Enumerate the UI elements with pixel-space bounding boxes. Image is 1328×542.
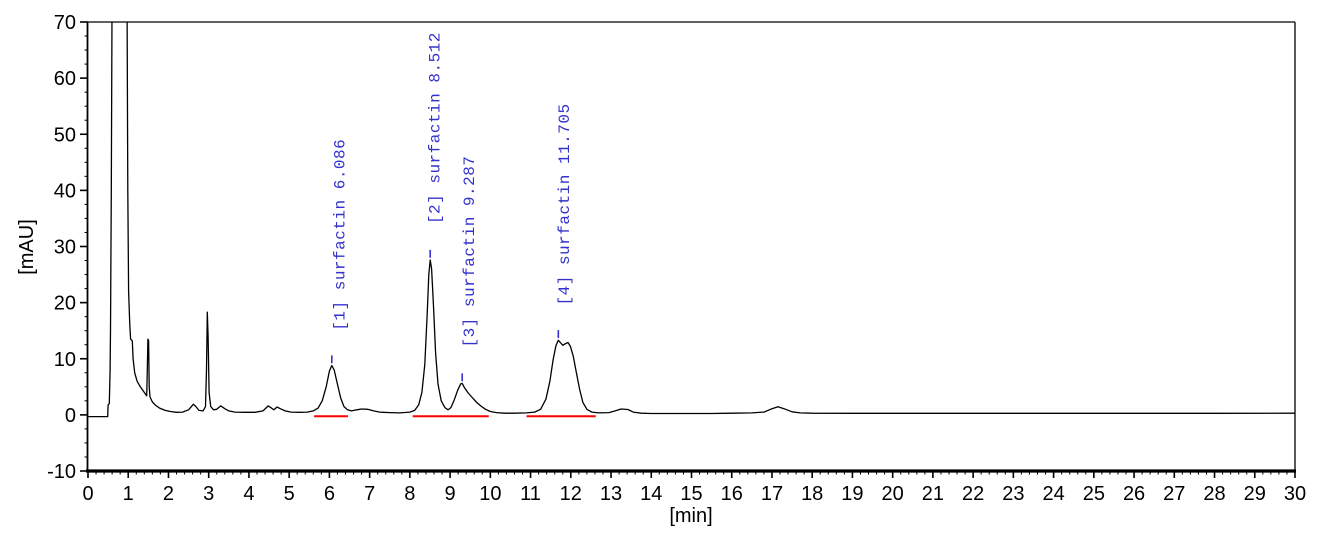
y-tick-label: 10 — [54, 349, 76, 371]
x-tick-label: 18 — [801, 483, 823, 505]
peak-annotations: [1] surfactin 6.086 [2] surfactin 8.512 [3… — [331, 32, 574, 382]
x-tick-label: 3 — [203, 483, 214, 505]
x-tick-label: 0 — [82, 483, 93, 505]
x-tick-label: 9 — [445, 483, 456, 505]
x-tick-label: 1 — [123, 483, 134, 505]
x-tick-label: 5 — [284, 483, 295, 505]
y-tick-label: 30 — [54, 237, 76, 259]
x-tick-label: 27 — [1163, 483, 1185, 505]
peak-label: [2] surfactin 8.512 — [427, 32, 445, 224]
x-tick-label: 15 — [680, 483, 702, 505]
y-tick-label: 20 — [54, 293, 76, 315]
axis-ticks — [80, 21, 1296, 478]
y-tick-label: 70 — [54, 12, 76, 34]
y-tick-label: 40 — [54, 180, 76, 202]
y-tick-label: 50 — [54, 124, 76, 146]
x-tick-label: 28 — [1203, 483, 1225, 505]
x-tick-label: 6 — [324, 483, 335, 505]
axis-tick-labels: 0 1 2 3 4 5 6 7 8 9 10 11 12 13 14 15 16 17 18 19 20 21 22 23 24… — [47, 12, 1306, 505]
x-tick-label: 19 — [841, 483, 863, 505]
x-tick-label: 7 — [364, 483, 375, 505]
x-tick-label: 20 — [882, 483, 904, 505]
x-tick-label: 13 — [600, 483, 622, 505]
x-tick-label: 16 — [721, 483, 743, 505]
y-tick-label: 60 — [54, 68, 76, 90]
x-tick-label: 8 — [404, 483, 415, 505]
x-tick-label: 23 — [1002, 483, 1024, 505]
x-tick-label: 26 — [1123, 483, 1145, 505]
y-axis-unit-label: [mAU] — [16, 219, 38, 275]
x-tick-label: 10 — [479, 483, 501, 505]
peak-label: [4] surfactin 11.705 — [556, 103, 574, 305]
x-tick-label: 22 — [962, 483, 984, 505]
x-tick-label: 2 — [163, 483, 174, 505]
x-tick-label: 29 — [1244, 483, 1266, 505]
x-tick-label: 30 — [1284, 483, 1306, 505]
x-tick-label: 25 — [1083, 483, 1105, 505]
x-tick-label: 21 — [922, 483, 944, 505]
trace-detector-signal — [88, 22, 1295, 418]
x-tick-label: 12 — [560, 483, 582, 505]
peak-label: [3] surfactin 9.287 — [461, 156, 479, 348]
x-axis-unit-label: [min] — [669, 505, 712, 527]
peak-label: [1] surfactin 6.086 — [331, 139, 349, 331]
signal-trace — [88, 22, 1295, 418]
x-tick-label: 11 — [520, 483, 541, 505]
x-tick-label: 14 — [640, 483, 662, 505]
y-tick-label: -10 — [47, 461, 76, 483]
plot-frame — [86, 21, 1296, 473]
y-tick-label: 0 — [65, 405, 76, 427]
x-tick-label: 17 — [761, 483, 783, 505]
x-tick-label: 4 — [243, 483, 254, 505]
x-tick-label: 24 — [1042, 483, 1064, 505]
